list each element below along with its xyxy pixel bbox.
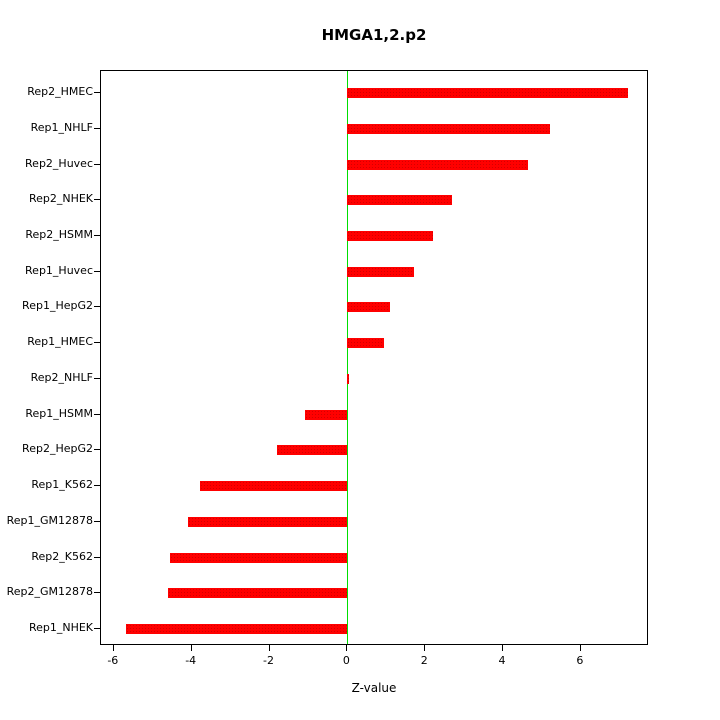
x-axis-tick: [112, 645, 114, 651]
chart-title: HMGA1,2.p2: [321, 26, 427, 44]
bar-Rep1_NHEK: [125, 624, 348, 634]
category-label: Rep2_NHLF: [30, 370, 93, 384]
category-label: Rep1_NHLF: [30, 120, 93, 134]
category-label: Rep1_NHEK: [28, 621, 93, 634]
bar-Rep1_GM12878: [187, 516, 348, 527]
y-axis-tick: [94, 342, 100, 344]
y-axis-tick: [94, 234, 100, 236]
y-axis-tick: [94, 628, 100, 629]
bar-Rep1_HMEC: [347, 338, 385, 349]
x-tick-label: -6: [107, 654, 119, 667]
y-axis-tick: [94, 449, 100, 451]
category-label: Rep2_HMEC: [27, 85, 93, 98]
y-axis-tick: [94, 556, 100, 558]
category-label: Rep1_HepG2: [22, 299, 93, 313]
y-axis-tick: [94, 127, 100, 129]
bar-Rep2_GM12878: [168, 588, 348, 599]
bar-Rep1_HSMM: [304, 409, 348, 420]
category-label: Rep2_Huvec: [25, 156, 93, 170]
bar-Rep2_K562: [170, 552, 348, 563]
bar-Rep1_HepG2: [347, 302, 391, 313]
x-tick-label: -4: [185, 654, 197, 667]
x-axis-tick: [579, 645, 581, 651]
x-tick-label: 2: [420, 654, 428, 667]
x-tick-label: 0: [342, 654, 350, 667]
bar-Rep1_NHLF: [347, 123, 550, 134]
y-axis-tick: [94, 199, 100, 201]
x-axis-tick: [268, 645, 270, 651]
y-axis-tick: [94, 520, 100, 522]
category-label: Rep1_GM12878: [6, 513, 93, 527]
category-label: Rep1_Huvec: [25, 263, 93, 277]
y-axis-tick: [94, 92, 100, 93]
bar-Rep1_K562: [199, 481, 348, 492]
bar-Rep2_HSMM: [347, 230, 433, 241]
bar-Rep2_HMEC: [347, 88, 628, 98]
x-axis-tick: [346, 645, 348, 651]
category-label: Rep1_HSMM: [25, 406, 93, 420]
x-tick-label: 4: [498, 654, 506, 667]
category-label: Rep2_NHEK: [28, 192, 93, 206]
category-label: Rep1_K562: [31, 478, 93, 492]
y-axis-tick: [94, 306, 100, 308]
y-axis-tick: [94, 485, 100, 487]
zero-line: [347, 71, 348, 644]
y-axis-tick: [94, 377, 100, 379]
category-label: Rep2_K562: [31, 549, 93, 563]
bar-Rep2_NHLF: [347, 373, 350, 384]
category-label: Rep2_HSMM: [25, 227, 93, 241]
x-axis-tick: [190, 645, 192, 651]
x-axis-tick: [502, 645, 503, 651]
bar-Rep1_Huvec: [347, 266, 414, 277]
x-tick-label: 6: [576, 654, 584, 667]
y-axis-tick: [94, 413, 100, 415]
y-axis-tick: [94, 592, 100, 594]
bar-Rep2_HepG2: [277, 445, 348, 456]
x-axis-title: Z-value: [351, 681, 397, 695]
x-axis-tick: [424, 645, 426, 651]
y-axis-tick: [94, 163, 100, 165]
y-axis-tick: [94, 270, 100, 272]
plot-area: [100, 70, 648, 645]
category-label: Rep2_GM12878: [6, 585, 93, 599]
category-label: Rep2_HepG2: [22, 442, 93, 456]
category-label: Rep1_HMEC: [27, 335, 93, 349]
bar-Rep2_Huvec: [347, 159, 529, 170]
bar-Rep2_NHEK: [347, 195, 453, 206]
x-tick-label: -2: [263, 654, 274, 667]
